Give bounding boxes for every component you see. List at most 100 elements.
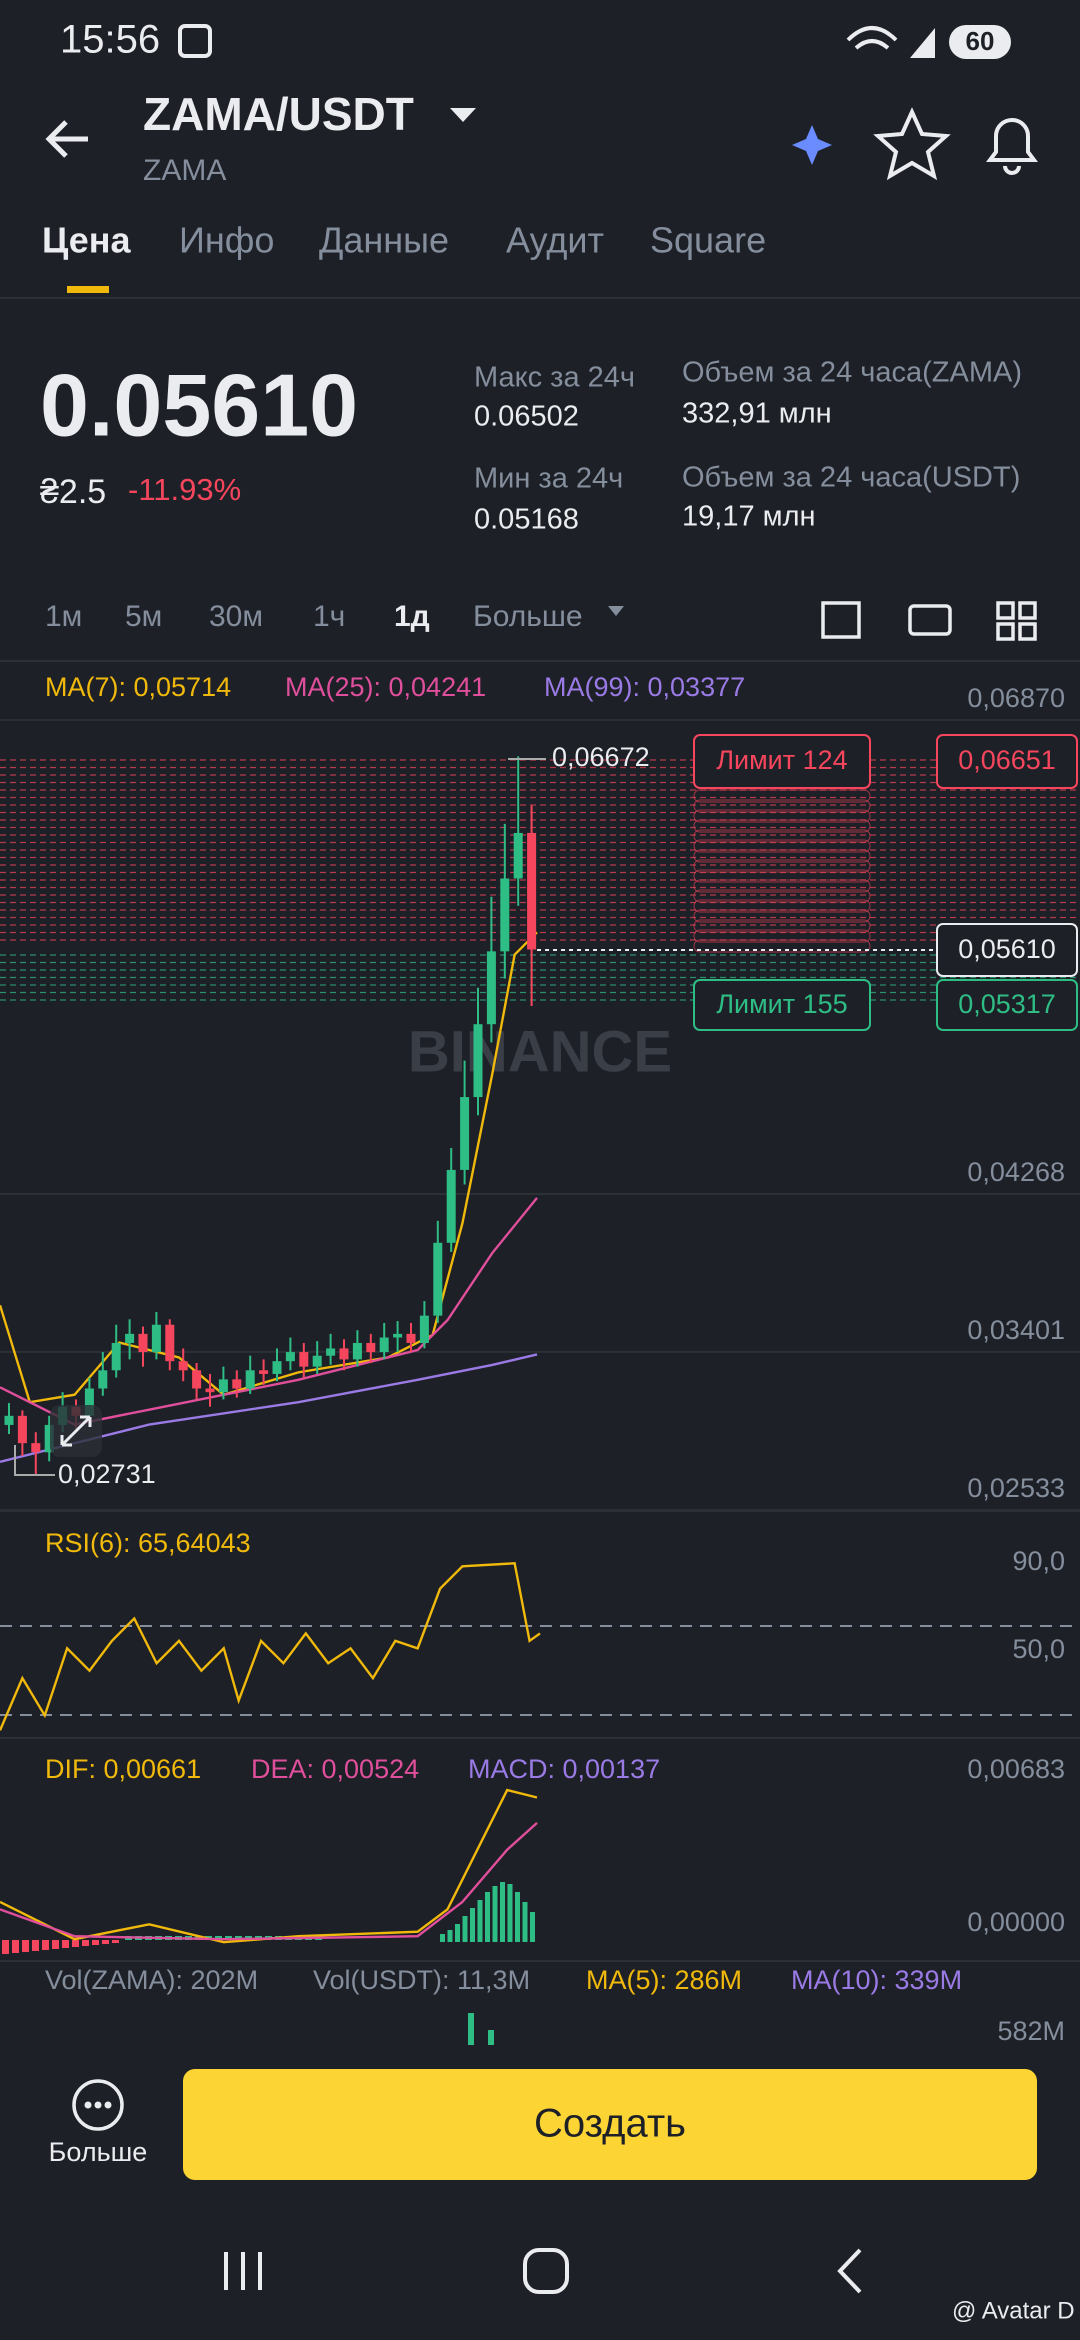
- interval[interactable]: 1м: [45, 600, 82, 633]
- candle-body: [44, 1424, 54, 1453]
- macd-lines: [0, 1788, 538, 1944]
- back-nav-button[interactable]: [837, 2248, 862, 2294]
- create-label: Создать: [534, 2102, 686, 2146]
- pair-base: ZAMA: [143, 154, 226, 187]
- macd-bar: [102, 1940, 109, 1944]
- interval[interactable]: 5м: [125, 600, 162, 633]
- recents-button[interactable]: [224, 2252, 262, 2290]
- macd-bar: [470, 1908, 475, 1942]
- interval[interactable]: 1ч: [313, 600, 345, 633]
- ai-button[interactable]: [792, 125, 832, 165]
- last-price-label: 0,05610: [958, 934, 1056, 964]
- candle-body: [393, 1333, 403, 1338]
- more-label[interactable]: Больше: [49, 2137, 148, 2167]
- candle-body: [446, 1169, 456, 1243]
- candle-body: [31, 1443, 41, 1453]
- stat-value: 0.05168: [474, 504, 579, 536]
- more-dots: [84, 2101, 112, 2109]
- high-label: 0,06672: [552, 742, 650, 772]
- candle-body: [272, 1361, 282, 1374]
- ma7-line: [0, 931, 538, 1404]
- price-change: -11.93%: [128, 472, 241, 507]
- candle-body: [285, 1352, 295, 1362]
- interval[interactable]: 1д: [394, 600, 430, 633]
- candle-body: [419, 1315, 429, 1343]
- candle-body: [460, 1097, 470, 1170]
- order-stack: [693, 859, 871, 873]
- create-button[interactable]: [183, 2069, 1037, 2180]
- alert-button[interactable]: [986, 118, 1038, 175]
- vol-ma10: MA(10): 339M: [791, 1965, 962, 1995]
- candle-body: [500, 878, 510, 952]
- macd-dea: DEA: 0,00524: [251, 1754, 419, 1784]
- macd-bar: [515, 1892, 520, 1942]
- favorite-button[interactable]: [873, 107, 951, 181]
- layout-button[interactable]: [996, 601, 1037, 641]
- rsi-line: [0, 1562, 541, 1731]
- stat-label: Объем за 24 часа(ZAMA): [682, 357, 1022, 389]
- vol-ma5: MA(5): 286M: [586, 1965, 742, 1995]
- last-price: 0.05610: [40, 355, 358, 454]
- tab[interactable]: Цена: [42, 220, 132, 261]
- y-tick-label: 0,06870: [967, 683, 1065, 713]
- interval[interactable]: 30м: [209, 600, 263, 633]
- macd-bar: [92, 1940, 99, 1945]
- macd-bar: [112, 1940, 119, 1943]
- macd-bar: [440, 1934, 445, 1942]
- vol-base: Vol(ZAMA): 202M: [45, 1965, 258, 1995]
- macd-bar: [447, 1930, 453, 1942]
- candle-body: [98, 1370, 108, 1389]
- home-button[interactable]: [523, 2248, 569, 2294]
- order-stack: [693, 789, 871, 803]
- candle-body: [527, 832, 537, 950]
- fullscreen-button[interactable]: [821, 601, 861, 639]
- order-stack: [693, 919, 871, 933]
- tab[interactable]: Square: [650, 220, 766, 261]
- candle-body: [473, 1024, 483, 1098]
- vol-bar: [488, 2030, 494, 2045]
- candle-body: [245, 1370, 255, 1389]
- indicator-button[interactable]: [908, 604, 952, 636]
- candle-body: [406, 1333, 416, 1343]
- order-box[interactable]: [693, 979, 871, 1031]
- interval[interactable]: Больше: [473, 600, 583, 633]
- stat-label: Мин за 24ч: [474, 463, 623, 495]
- tab[interactable]: Данные: [319, 220, 449, 261]
- signal-icon: [910, 28, 935, 58]
- macd-bar: [72, 1940, 79, 1947]
- battery-level: 60: [966, 26, 995, 56]
- tab[interactable]: Аудит: [506, 220, 604, 261]
- order-label: Лимит 155: [716, 989, 847, 1019]
- macd-bar: [82, 1940, 89, 1946]
- order-stack: [693, 909, 871, 923]
- low-label: 0,02731: [58, 1459, 156, 1489]
- candle-body: [339, 1348, 349, 1360]
- candle-body: [433, 1242, 443, 1316]
- order-label: Лимит 124: [716, 745, 847, 775]
- pair-dropdown[interactable]: [450, 108, 476, 122]
- rsi-tick: 50,0: [1012, 1634, 1065, 1664]
- macd-tick: 0,00683: [967, 1754, 1065, 1784]
- candle-body: [232, 1379, 242, 1389]
- order-box[interactable]: [693, 734, 871, 789]
- rsi-label: RSI(6): 65,64043: [45, 1528, 251, 1558]
- candle-body: [138, 1333, 148, 1353]
- tab[interactable]: Инфо: [179, 220, 274, 261]
- stat-value: 0.06502: [474, 401, 579, 433]
- last-price-box: [936, 923, 1078, 977]
- candle-body: [486, 951, 496, 1025]
- y-tick-label: 0,04268: [967, 1157, 1065, 1187]
- low-marker: [14, 1445, 55, 1476]
- macd-bar: [2, 1940, 9, 1954]
- back-button[interactable]: [45, 120, 88, 158]
- dif-line: [0, 1788, 538, 1944]
- pair-title[interactable]: ZAMA/USDT: [143, 88, 414, 140]
- stat-label: Объем за 24 часа(USDT): [682, 462, 1020, 494]
- more-button[interactable]: [72, 2079, 124, 2131]
- stat-value: 19,17 млн: [682, 501, 816, 533]
- more-dropdown[interactable]: [608, 606, 624, 616]
- screenshot-icon: [178, 24, 212, 58]
- candle-body: [352, 1342, 362, 1360]
